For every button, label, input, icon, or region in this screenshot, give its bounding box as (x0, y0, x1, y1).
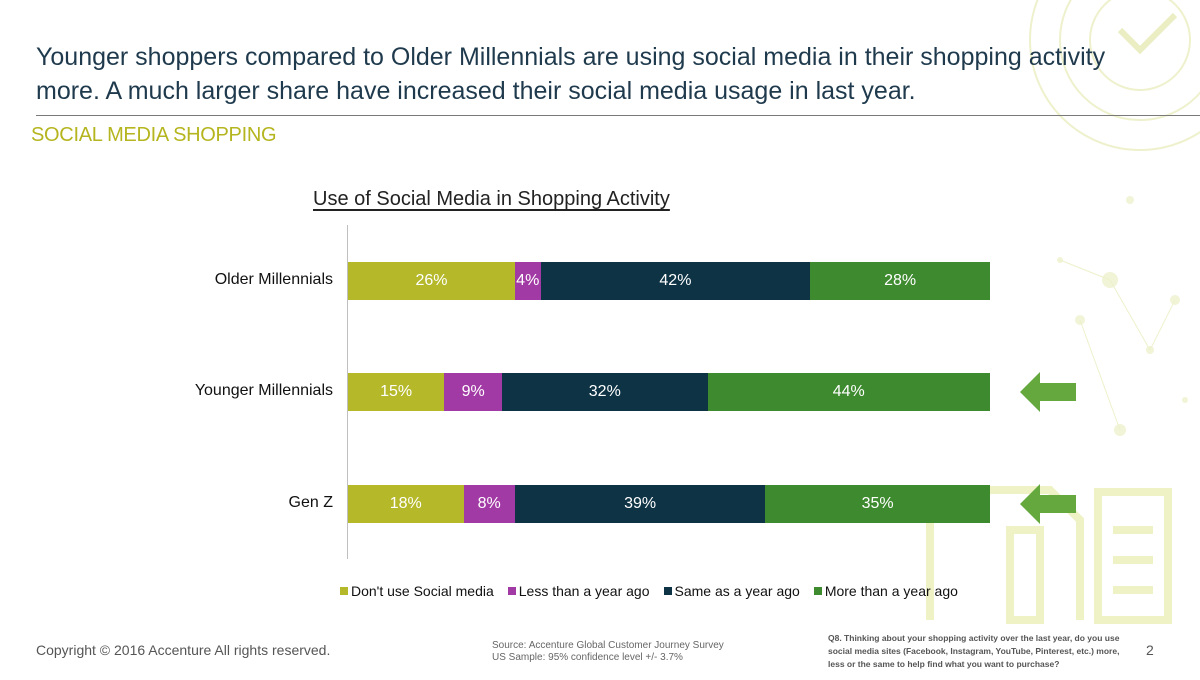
dots-decoration-icon (1057, 196, 1188, 436)
bar-segment-2-3: 35% (765, 485, 990, 523)
source-line-1: Source: Accenture Global Customer Journe… (492, 640, 724, 651)
bar-segment-2-0: 18% (348, 485, 464, 523)
headline: Younger shoppers compared to Older Mille… (36, 43, 1106, 105)
data-label-1-1: 9% (461, 383, 485, 400)
data-label-2-3: 35% (861, 495, 894, 512)
data-label-0-3: 28% (884, 272, 917, 289)
data-label-0-0: 26% (415, 272, 448, 289)
legend-item-1: Less than a year ago (507, 583, 650, 599)
data-label-2-2: 39% (624, 495, 657, 512)
legend-item-3: More than a year ago (813, 583, 958, 599)
legend-label-3: More than a year ago (824, 583, 958, 599)
legend-swatch-0 (340, 587, 348, 595)
bar-segment-0-3: 28% (810, 262, 990, 300)
bar-segment-1-0: 15% (348, 373, 445, 411)
data-label-2-1: 8% (477, 495, 501, 512)
category-axis (347, 225, 348, 559)
category-label-0: Older Millennials (214, 271, 333, 288)
legend-item-0: Don't use Social media (340, 583, 494, 599)
legend-label-0: Don't use Social media (351, 583, 494, 599)
document-decoration-icon (1094, 488, 1172, 624)
divider (36, 115, 1200, 116)
highlight-arrow-icon-2 (1020, 484, 1076, 524)
category-label-2: Gen Z (288, 494, 333, 511)
building-decoration-icon (926, 486, 1084, 624)
gear-decoration-icon (1029, 0, 1200, 151)
network-decoration-icon (1059, 259, 1176, 431)
bar-segment-0-2: 42% (540, 262, 811, 300)
bar-segment-2-2: 39% (514, 485, 766, 523)
data-label-0-1: 4% (516, 272, 540, 289)
data-label-2-0: 18% (389, 495, 422, 512)
legend-swatch-3 (813, 587, 822, 595)
legend-swatch-2 (663, 587, 672, 595)
section-label: SOCIAL MEDIA SHOPPING (31, 124, 277, 146)
chart-legend: Don't use Social media Less than a year a… (340, 583, 972, 599)
chart-title: Use of Social Media in Shopping Activity (313, 188, 670, 210)
category-label-1: Younger Millennials (194, 382, 333, 399)
legend-swatch-1 (507, 587, 516, 595)
bar-segment-1-3: 44% (707, 373, 990, 411)
legend-label-2: Same as a year ago (674, 583, 800, 599)
data-label-1-0: 15% (380, 383, 413, 400)
page-number: 2 (1146, 642, 1154, 658)
highlight-arrow-icon-1 (1020, 372, 1076, 412)
bar-segment-0-0: 26% (348, 262, 515, 300)
source-note: Source: Accenture Global Customer Journe… (492, 640, 724, 664)
checkmark-icon (1117, 12, 1178, 55)
legend-label-1: Less than a year ago (518, 583, 650, 599)
bar-segment-1-1: 9% (444, 373, 503, 411)
bar-segment-0-1: 4% (514, 262, 541, 300)
bar-segment-1-2: 32% (502, 373, 708, 411)
bar-segment-2-1: 8% (463, 485, 515, 523)
survey-question: Q8. Thinking about your shopping activit… (828, 633, 1120, 669)
data-label-0-2: 42% (659, 272, 692, 289)
copyright: Copyright © 2016 Accenture All rights re… (36, 642, 331, 658)
legend-item-2: Same as a year ago (663, 583, 800, 599)
data-label-1-3: 44% (832, 383, 865, 400)
source-line-2: US Sample: 95% confidence level +/- 3.7% (492, 652, 683, 663)
data-label-1-2: 32% (588, 383, 621, 400)
